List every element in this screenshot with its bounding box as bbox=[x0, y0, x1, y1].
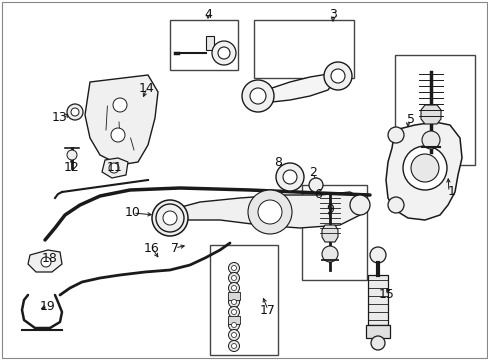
Circle shape bbox=[163, 211, 177, 225]
Text: 3: 3 bbox=[328, 8, 336, 21]
Circle shape bbox=[152, 200, 187, 236]
Text: 5: 5 bbox=[406, 113, 414, 126]
Circle shape bbox=[387, 197, 403, 213]
Text: 9: 9 bbox=[325, 203, 333, 216]
Polygon shape bbox=[102, 158, 128, 178]
Text: 12: 12 bbox=[64, 162, 80, 175]
Text: 18: 18 bbox=[42, 252, 58, 265]
Circle shape bbox=[161, 209, 179, 227]
Polygon shape bbox=[385, 122, 461, 220]
Text: 7: 7 bbox=[171, 242, 179, 255]
Circle shape bbox=[410, 154, 438, 182]
Bar bbox=[365, 325, 389, 338]
Text: 15: 15 bbox=[378, 288, 394, 301]
Circle shape bbox=[231, 323, 236, 328]
Text: 4: 4 bbox=[203, 8, 211, 21]
Circle shape bbox=[258, 200, 282, 224]
Text: 13: 13 bbox=[52, 112, 68, 125]
Bar bbox=[302, 185, 366, 280]
Circle shape bbox=[231, 300, 236, 305]
Circle shape bbox=[212, 41, 236, 65]
Circle shape bbox=[228, 283, 239, 293]
Circle shape bbox=[231, 285, 236, 291]
Bar bbox=[253, 20, 353, 78]
Circle shape bbox=[228, 329, 239, 341]
Circle shape bbox=[113, 98, 127, 112]
Circle shape bbox=[231, 275, 236, 280]
Circle shape bbox=[370, 336, 384, 350]
Polygon shape bbox=[420, 105, 440, 124]
Bar bbox=[205, 36, 214, 50]
Circle shape bbox=[247, 190, 291, 234]
Text: 8: 8 bbox=[273, 157, 282, 170]
Circle shape bbox=[156, 204, 183, 232]
Polygon shape bbox=[85, 75, 158, 165]
Circle shape bbox=[283, 170, 296, 184]
Polygon shape bbox=[258, 74, 337, 102]
Circle shape bbox=[275, 163, 304, 191]
Circle shape bbox=[109, 163, 119, 173]
Bar bbox=[367, 275, 387, 325]
Text: 14: 14 bbox=[139, 81, 155, 94]
Text: 10: 10 bbox=[125, 207, 141, 220]
Circle shape bbox=[71, 108, 79, 116]
Circle shape bbox=[228, 341, 239, 351]
Circle shape bbox=[308, 178, 323, 192]
Polygon shape bbox=[160, 192, 364, 228]
Text: 19: 19 bbox=[40, 300, 56, 312]
Text: 16: 16 bbox=[144, 242, 160, 255]
Circle shape bbox=[249, 88, 265, 104]
Text: 2: 2 bbox=[308, 166, 316, 180]
Bar bbox=[227, 316, 240, 324]
Text: 17: 17 bbox=[260, 303, 275, 316]
Circle shape bbox=[324, 62, 351, 90]
Circle shape bbox=[41, 257, 51, 267]
Circle shape bbox=[402, 146, 446, 190]
Circle shape bbox=[369, 247, 385, 263]
Circle shape bbox=[228, 262, 239, 274]
Circle shape bbox=[387, 127, 403, 143]
Circle shape bbox=[349, 195, 369, 215]
Circle shape bbox=[330, 69, 345, 83]
Circle shape bbox=[421, 131, 439, 149]
Circle shape bbox=[228, 297, 239, 307]
Text: 11: 11 bbox=[107, 162, 122, 175]
Circle shape bbox=[228, 306, 239, 318]
Circle shape bbox=[228, 320, 239, 330]
Circle shape bbox=[231, 343, 236, 348]
Circle shape bbox=[228, 273, 239, 284]
Polygon shape bbox=[28, 250, 62, 272]
Circle shape bbox=[231, 310, 236, 315]
Bar bbox=[394, 55, 474, 165]
Bar bbox=[227, 292, 240, 300]
Text: 6: 6 bbox=[313, 189, 321, 202]
Bar bbox=[209, 245, 278, 355]
Text: 1: 1 bbox=[447, 185, 455, 198]
Circle shape bbox=[218, 47, 229, 59]
Polygon shape bbox=[321, 225, 337, 242]
Circle shape bbox=[67, 104, 83, 120]
Circle shape bbox=[321, 246, 337, 262]
Circle shape bbox=[231, 333, 236, 338]
Circle shape bbox=[242, 80, 273, 112]
Circle shape bbox=[67, 150, 77, 160]
Circle shape bbox=[231, 265, 236, 270]
Bar bbox=[170, 20, 238, 70]
Circle shape bbox=[111, 128, 125, 142]
